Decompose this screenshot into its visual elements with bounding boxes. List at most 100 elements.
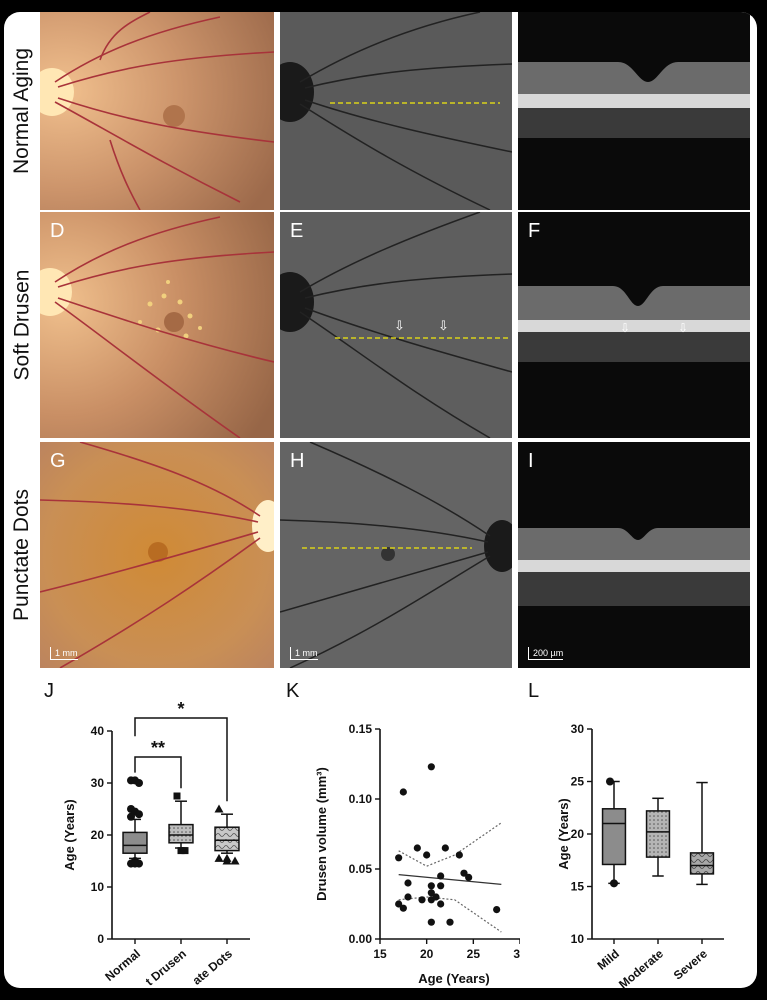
y-axis-label: Age (Years) (556, 798, 571, 870)
x-axis-label: Age (Years) (418, 971, 490, 986)
scatter-point (427, 918, 435, 926)
scatter-point (395, 854, 403, 862)
confidence-band-lower (398, 896, 502, 933)
scatter-point (395, 900, 403, 908)
box-outlier (606, 777, 614, 786)
row-label-soft-drusen: Soft Drusen (10, 269, 34, 381)
y-tick-label: 30 (571, 722, 585, 736)
faf-image-soft-drusen: ⇩ ⇩ E (280, 212, 512, 438)
scatter-point (460, 869, 468, 877)
y-tick-label: 0.00 (349, 932, 373, 946)
y-tick-label: 15 (571, 880, 585, 894)
scatter-point (465, 873, 473, 881)
panel-letter-g: G (50, 450, 66, 472)
scatter-point (446, 918, 454, 926)
panel-letter-j: J (44, 680, 54, 702)
y-tick-label: 0.10 (349, 792, 373, 806)
y-tick-label: 10 (91, 880, 105, 894)
scatter-point (441, 844, 449, 852)
fundus-photo-punctate-dots: G 1 mm (40, 442, 274, 668)
oct-scan-punctate-dots: I 200 µm (518, 442, 750, 668)
x-tick-label: 15 (373, 947, 387, 961)
x-tick-label: Mild (595, 947, 622, 973)
row-label-punctate-dots: Punctate Dots (10, 489, 33, 621)
y-tick-label: 40 (91, 724, 105, 738)
oct-scan-normal (518, 12, 750, 210)
scatter-point (493, 906, 501, 914)
x-tick-label: 25 (467, 947, 481, 961)
scatter-point (432, 893, 440, 901)
svg-text:⇩: ⇩ (394, 318, 405, 333)
confidence-band-upper (398, 822, 502, 867)
y-tick-label: 20 (571, 827, 585, 841)
box-outlier (135, 779, 143, 787)
scatter-point (427, 763, 435, 771)
box-outlier (135, 810, 143, 819)
scatter-point (399, 788, 407, 796)
panel-letter-h: H (290, 450, 305, 472)
box-body (214, 826, 240, 852)
x-tick-label: 30 (513, 947, 520, 961)
panel-letter-d: D (50, 220, 65, 242)
panel-letter-i: I (528, 450, 534, 472)
y-tick-label: 0 (97, 932, 104, 946)
scatter-point (404, 879, 412, 887)
scatter-point (404, 893, 412, 901)
panel-letter-l: L (528, 680, 540, 702)
y-tick-label: 30 (91, 776, 105, 790)
box-outlier (127, 812, 135, 821)
faf-image-punctate-dots: H 1 mm (280, 442, 512, 668)
box-outlier (230, 856, 240, 865)
box-body (689, 852, 715, 875)
scatter-point (427, 889, 435, 897)
chart-j-age-boxplot: 0 10 20 30 40 Age (Years) Normal t Drusen ate Do… (62, 699, 250, 988)
x-tick-label: ate Dots (190, 946, 236, 987)
scatter-point (423, 851, 431, 859)
y-axis-label: Age (Years) (62, 799, 77, 871)
row-label-normal-aging: Normal Aging (10, 47, 33, 175)
x-tick-label: Normal (102, 947, 143, 984)
box-outlier (214, 804, 224, 813)
box-body (645, 810, 671, 858)
oct-scan-soft-drusen: ⇩ ⇩ F (518, 212, 750, 438)
scatter-point (455, 851, 463, 859)
scatter-point (437, 882, 445, 890)
scalebar-oct: 200 µm (528, 647, 564, 660)
x-tick-label: Moderate (616, 946, 666, 988)
scatter-point (418, 896, 426, 904)
scalebar-faf: 1 mm (290, 647, 318, 660)
panel-letter-f: F (528, 220, 541, 242)
panel-letter-k: K (286, 680, 300, 702)
y-tick-label: 20 (91, 828, 105, 842)
box-outlier (131, 859, 139, 868)
box-outlier (214, 853, 224, 862)
significance-label: * (177, 699, 184, 719)
panel-letter-e: E (290, 220, 304, 242)
box-body (168, 823, 194, 844)
scatter-point (399, 904, 407, 912)
svg-text:⇩: ⇩ (438, 318, 449, 333)
box-outlier (222, 856, 232, 865)
svg-text:⇩: ⇩ (678, 321, 688, 335)
box-body (122, 831, 148, 854)
significance-label: ** (151, 738, 165, 758)
scatter-point (413, 844, 421, 852)
figure-card: Normal Aging Soft Drusen Punctate Dots (4, 12, 757, 988)
regression-line (398, 873, 502, 886)
box-outlier (610, 879, 618, 888)
faf-image-normal (280, 12, 512, 210)
y-axis-label: Drusen volume (mm³) (314, 767, 329, 901)
scalebar-fundus: 1 mm (50, 647, 78, 660)
box-outlier (173, 792, 181, 800)
y-tick-label: 0.05 (349, 862, 373, 876)
y-tick-label: 25 (571, 775, 585, 789)
scatter-point (427, 882, 435, 890)
box-outlier (181, 847, 189, 855)
scatter-point (437, 872, 445, 880)
significance-bracket (134, 756, 182, 789)
x-tick-label: 20 (420, 947, 434, 961)
x-tick-label: Severe (671, 946, 710, 982)
chart-k-drusen-scatter: 0.00 0.05 0.10 0.15 Drusen volume (mm³) 15 20 2… (314, 722, 520, 986)
y-tick-label: 10 (571, 932, 585, 946)
box-outlier (177, 847, 185, 855)
